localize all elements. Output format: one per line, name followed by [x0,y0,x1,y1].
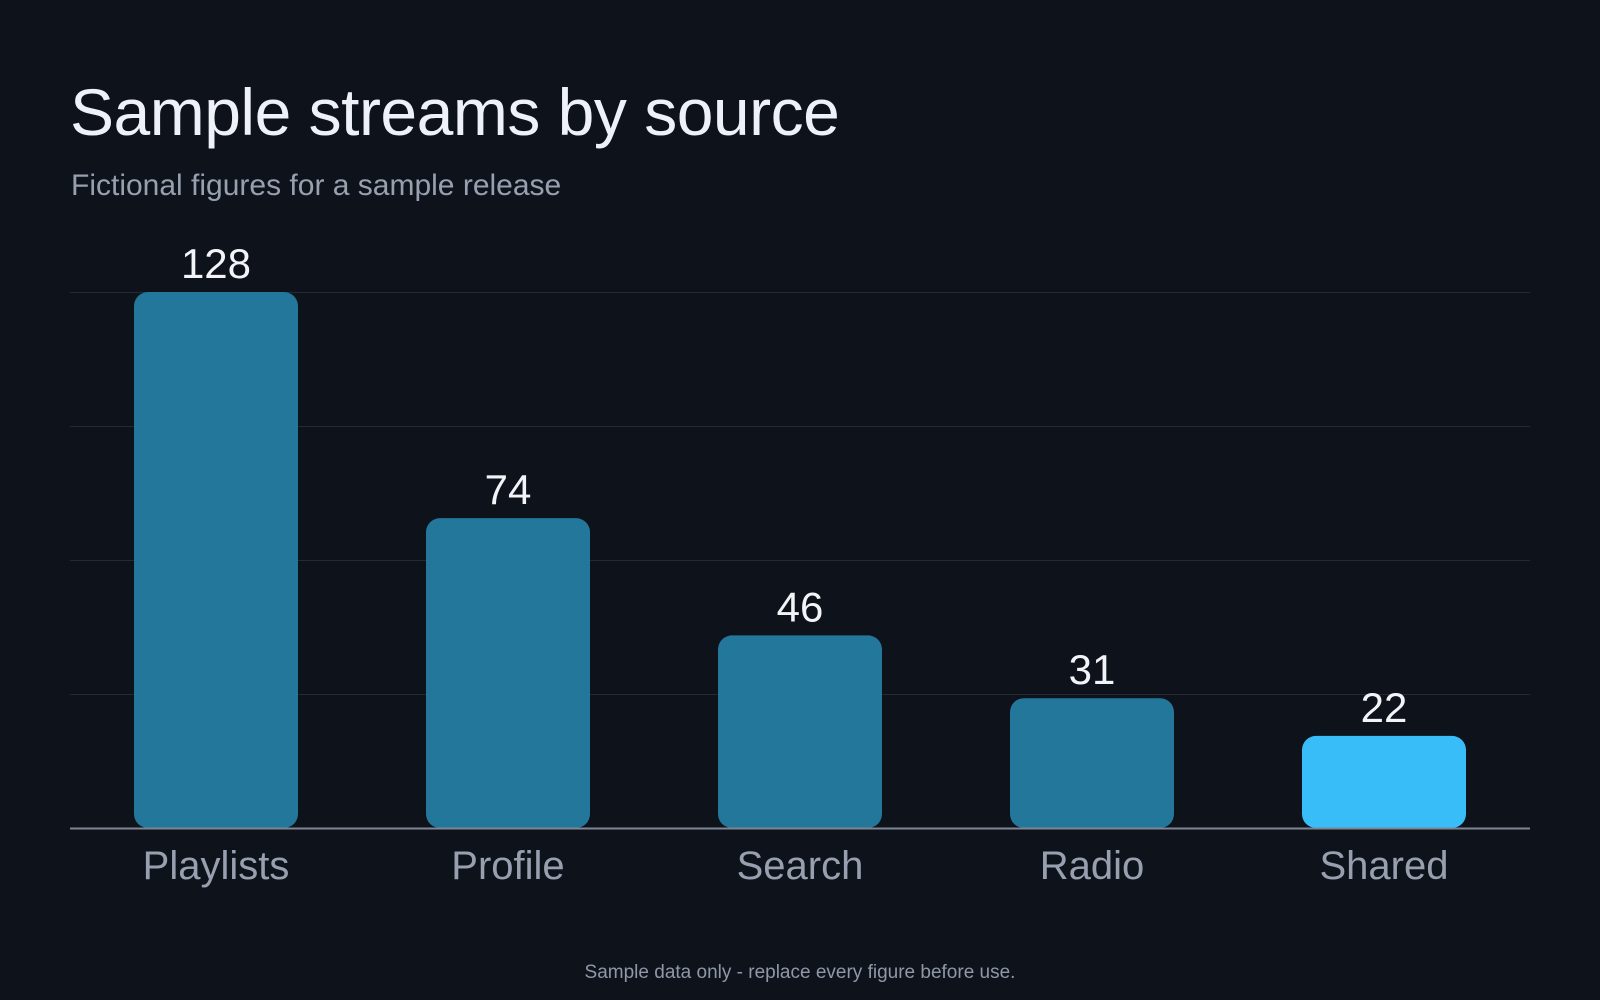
bar-playlists [134,292,298,828]
category-label: Profile [451,844,564,888]
bars [134,292,1466,828]
value-label: 128 [181,240,251,287]
bar-radio [1010,698,1174,828]
bar-search [718,635,882,828]
chart-title: Sample streams by source [70,75,840,149]
category-label: Radio [1040,844,1145,888]
value-label: 74 [485,466,532,513]
data-labels: 128 74 46 31 22 [181,240,1407,731]
footnote: Sample data only - replace every figure … [584,962,1016,983]
bar-profile [426,518,590,828]
category-label: Playlists [143,844,290,888]
bar-shared [1302,735,1466,828]
value-label: 31 [1069,646,1116,693]
category-label: Search [737,844,864,888]
chart-subtitle: Fictional figures for a sample release [71,169,562,202]
category-label: Shared [1320,844,1449,888]
x-axis: Playlists Profile Search Radio Shared [70,827,1530,888]
value-label: 46 [777,583,824,630]
value-label: 22 [1361,684,1408,731]
